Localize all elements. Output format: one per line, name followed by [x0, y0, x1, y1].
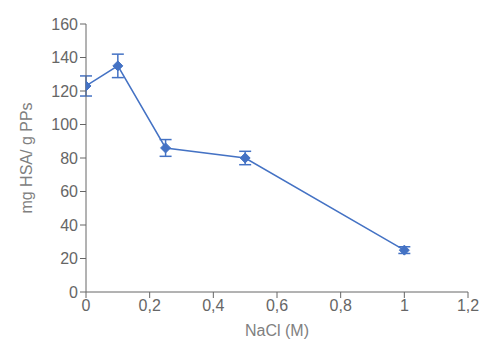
svg-text:0,8: 0,8 [330, 297, 352, 314]
svg-text:0,6: 0,6 [266, 297, 288, 314]
svg-text:100: 100 [51, 116, 78, 133]
svg-text:40: 40 [60, 217, 78, 234]
svg-text:1: 1 [400, 297, 409, 314]
svg-text:0: 0 [82, 297, 91, 314]
svg-text:160: 160 [51, 16, 78, 33]
svg-text:0: 0 [69, 284, 78, 301]
svg-text:0,2: 0,2 [139, 297, 161, 314]
svg-text:0,4: 0,4 [202, 297, 224, 314]
svg-text:1,2: 1,2 [457, 297, 479, 314]
svg-text:60: 60 [60, 183, 78, 200]
svg-text:mg HSA/ g PPs: mg HSA/ g PPs [18, 102, 35, 213]
svg-text:120: 120 [51, 83, 78, 100]
svg-text:140: 140 [51, 49, 78, 66]
svg-text:20: 20 [60, 250, 78, 267]
svg-text:NaCl (M): NaCl (M) [245, 322, 309, 339]
svg-text:80: 80 [60, 150, 78, 167]
